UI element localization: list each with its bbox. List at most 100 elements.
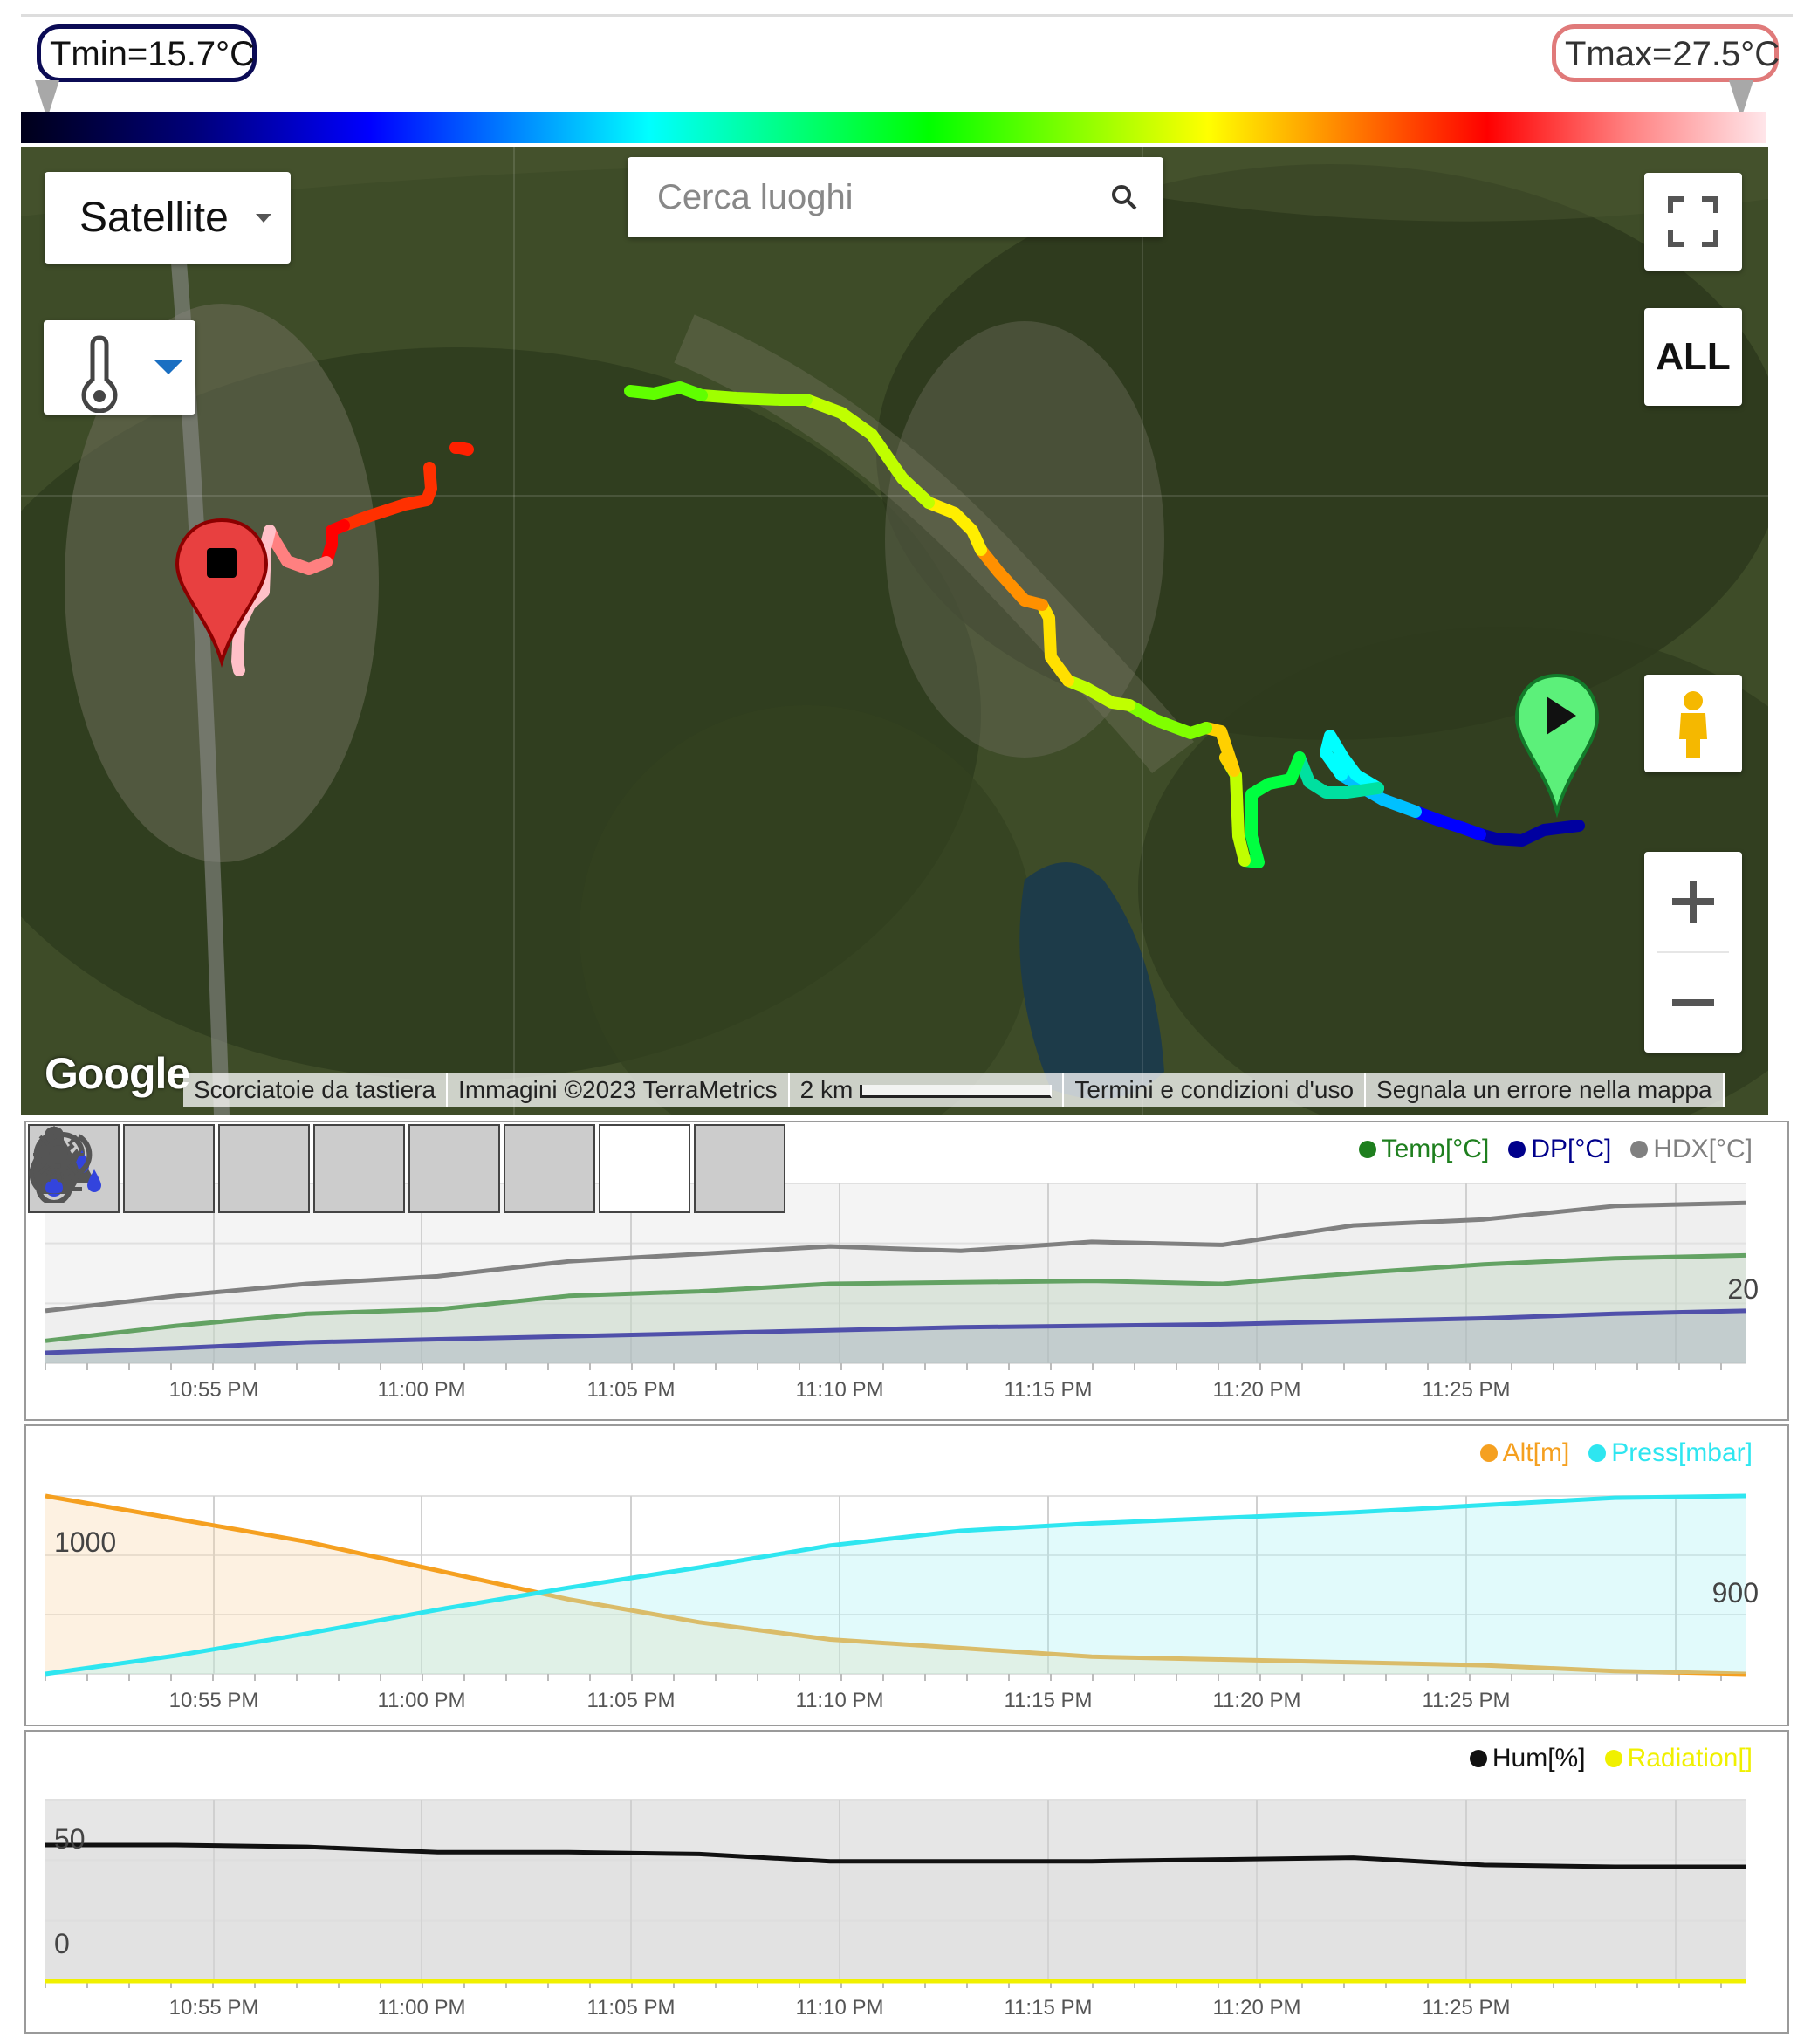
x-tick-label: 11:00 PM: [378, 1996, 466, 2020]
x-tick-label: 11:25 PM: [1423, 1378, 1511, 1402]
legend-item-radiation[interactable]: Radiation[]: [1604, 1744, 1753, 1773]
series-line: [45, 1842, 1746, 1869]
legend-item-press[interactable]: Press[mbar]: [1588, 1438, 1753, 1468]
series-area: [45, 1496, 1746, 1674]
tool-dewdrop[interactable]: [31, 1124, 215, 1213]
y-tick-label: 20: [1727, 1273, 1759, 1305]
series-line: [45, 1493, 1746, 1677]
svg-text:%: %: [44, 1161, 64, 1187]
legend-item-dp[interactable]: DP[°C]: [1508, 1135, 1611, 1164]
x-tick-label: 11:00 PM: [378, 1378, 466, 1402]
legend-label: Press[mbar]: [1611, 1438, 1753, 1467]
scale-bar: [860, 1085, 1053, 1099]
series-area: [45, 1496, 1746, 1674]
legend-item-hdx[interactable]: HDX[°C]: [1630, 1135, 1753, 1164]
fullscreen-icon: [1668, 196, 1718, 247]
end-marker-pin[interactable]: [174, 513, 270, 670]
tmin-label[interactable]: Tmin=15.7°C: [37, 24, 257, 82]
series-line: [45, 1308, 1746, 1355]
legend-dot: [1604, 1750, 1622, 1767]
chevron-down-icon: [256, 214, 271, 223]
series-area: [45, 1845, 1746, 1981]
x-tick-label: 11:20 PM: [1213, 1378, 1301, 1402]
legend-label: DP[°C]: [1531, 1135, 1612, 1163]
x-tick-label: 11:10 PM: [796, 1378, 884, 1402]
tool-humidity[interactable]: %: [29, 1124, 595, 1213]
series-area: [45, 1203, 1746, 1363]
legend-dot: [1630, 1141, 1649, 1158]
legend-label: Hum[%]: [1492, 1744, 1586, 1773]
x-tick-label: 11:10 PM: [796, 1996, 884, 2020]
x-tick-label: 10:55 PM: [169, 1378, 259, 1402]
legend-dot: [1588, 1444, 1607, 1462]
map-type-label: Satellite: [79, 195, 229, 241]
y-tick-label: 900: [1712, 1577, 1759, 1608]
legend-dot: [1508, 1141, 1526, 1158]
legend-item-alt[interactable]: Alt[m]: [1479, 1438, 1570, 1468]
show-all-button[interactable]: ALL: [1644, 308, 1742, 406]
plot-area: [45, 1183, 1746, 1363]
tool-pressure[interactable]: [37, 1124, 405, 1213]
tool-radiation[interactable]: [33, 1124, 785, 1213]
tmax-label[interactable]: Tmax=27.5°C: [1552, 24, 1780, 82]
legend-item-temp[interactable]: Temp[°C]: [1358, 1135, 1490, 1164]
satellite-map[interactable]: Satellite Cerca luoghi ALL: [21, 147, 1768, 1115]
zoom-separator: [1657, 951, 1729, 953]
x-tick-label: 10:55 PM: [169, 1689, 259, 1712]
temperature-chart-panel: 10:55 PM 11:00 PM 11:05 PM 11:10 PM 11:15 PM…: [24, 1121, 1789, 1421]
legend-label: Radiation[]: [1627, 1744, 1753, 1773]
scale-label: 2 km: [799, 1076, 854, 1103]
tool-heat-index[interactable]: !: [33, 1124, 690, 1213]
series-area: [45, 1255, 1746, 1363]
humidity-icon: %: [29, 1125, 79, 1194]
pegman-icon: [1679, 691, 1707, 758]
sensor-toolbar: % !: [28, 1124, 789, 1213]
x-tick-label: 11:15 PM: [1005, 1689, 1093, 1712]
chevron-down-icon: [154, 360, 182, 374]
fullscreen-button[interactable]: [1644, 173, 1742, 271]
legend-label: Temp[°C]: [1381, 1135, 1490, 1163]
map-type-dropdown[interactable]: Satellite: [45, 172, 291, 264]
tool-altitude[interactable]: [31, 1124, 310, 1213]
map-attribution-bar: Scorciatoie da tastiera Immagini ©2023 T…: [183, 1073, 1725, 1107]
tool-dewpoint[interactable]: [35, 1124, 500, 1213]
street-view-pegman[interactable]: [1644, 675, 1742, 772]
legend-dot: [1358, 1141, 1376, 1158]
x-tick-label: 11:20 PM: [1213, 1689, 1301, 1712]
humidity-radiation-chart: 10:55 PM 11:00 PM 11:05 PM 11:10 PM 11:15 PM…: [45, 1799, 1746, 2020]
x-tick-label: 10:55 PM: [169, 1996, 259, 2020]
x-tick-label: 11:10 PM: [796, 1689, 884, 1712]
series-line: [45, 1200, 1746, 1314]
scale-indicator[interactable]: 2 km: [789, 1073, 1065, 1107]
minus-icon: [1672, 999, 1714, 1006]
map-background: [21, 147, 1768, 1115]
search-places-input[interactable]: Cerca luoghi: [628, 157, 1163, 237]
report-error-link[interactable]: Segnala un errore nella mappa: [1366, 1073, 1725, 1107]
start-marker-pin[interactable]: [1513, 670, 1601, 819]
play-icon: [1547, 696, 1576, 735]
search-icon[interactable]: [1109, 182, 1139, 212]
y-tick-label: 0: [54, 1928, 70, 1959]
sun-icon: [33, 1129, 84, 1180]
zoom-out-button[interactable]: [1644, 953, 1742, 1053]
google-logo: Google: [45, 1049, 190, 1098]
top-divider: [21, 14, 1793, 17]
x-tick-label: 11:05 PM: [587, 1378, 676, 1402]
y-tick-label: 50: [54, 1823, 86, 1855]
altitude-pressure-chart: 10:55 PM 11:00 PM 11:05 PM 11:10 PM 11:15 PM…: [45, 1493, 1759, 1712]
gps-track: [231, 381, 1585, 868]
legend-item-hum[interactable]: Hum[%]: [1469, 1744, 1586, 1773]
x-tick-label: 11:25 PM: [1423, 1689, 1511, 1712]
x-tick-label: 11:25 PM: [1423, 1996, 1511, 2020]
x-tick-label: 11:05 PM: [587, 1996, 676, 2020]
zoom-in-button[interactable]: [1644, 852, 1742, 951]
keyboard-shortcuts-link[interactable]: Scorciatoie da tastiera: [183, 1073, 449, 1107]
search-placeholder: Cerca luoghi: [657, 178, 854, 216]
legend-dot: [1469, 1750, 1487, 1767]
terms-link[interactable]: Termini e condizioni d'uso: [1064, 1073, 1367, 1107]
legend-label: Alt[m]: [1502, 1438, 1570, 1467]
sensor-selector[interactable]: [44, 320, 195, 415]
chart3-legend: Hum[%] Radiation[]: [1469, 1744, 1753, 1773]
series-line: [45, 1493, 1746, 1677]
temperature-color-scale: [21, 112, 1766, 143]
